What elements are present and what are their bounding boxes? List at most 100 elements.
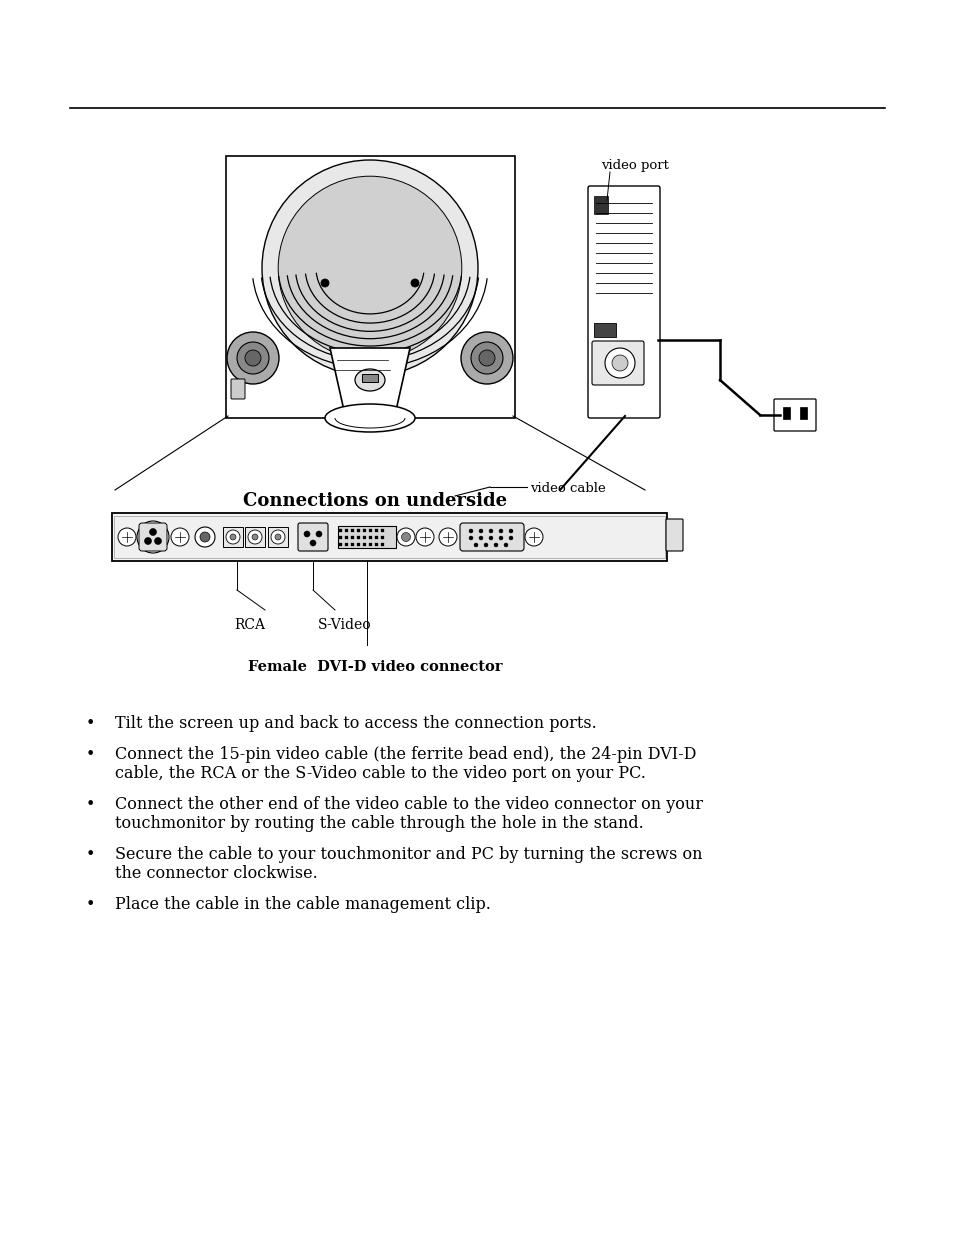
Bar <box>351 529 355 531</box>
FancyBboxPatch shape <box>223 527 243 547</box>
Circle shape <box>471 342 502 374</box>
Circle shape <box>262 161 477 375</box>
Circle shape <box>248 530 262 543</box>
Bar <box>345 529 348 531</box>
Bar <box>351 542 355 546</box>
Bar <box>363 542 366 546</box>
Circle shape <box>200 532 210 542</box>
Circle shape <box>503 543 507 547</box>
Circle shape <box>460 332 513 384</box>
Bar <box>357 529 360 531</box>
Text: Connect the other end of the video cable to the video connector on your: Connect the other end of the video cable… <box>115 797 702 813</box>
Ellipse shape <box>325 404 415 432</box>
Bar <box>339 536 342 538</box>
Circle shape <box>612 354 627 370</box>
Text: video cable: video cable <box>530 482 605 495</box>
Bar <box>345 536 348 538</box>
Circle shape <box>171 529 189 546</box>
Bar <box>363 529 366 531</box>
FancyBboxPatch shape <box>773 399 815 431</box>
FancyBboxPatch shape <box>139 522 167 551</box>
Circle shape <box>278 177 461 359</box>
Text: •: • <box>85 715 94 732</box>
Bar <box>782 408 789 419</box>
Text: Connect the 15-pin video cable (the ferrite bead end), the 24-pin DVI-D: Connect the 15-pin video cable (the ferr… <box>115 746 696 763</box>
Circle shape <box>315 531 322 537</box>
Circle shape <box>304 531 310 537</box>
Bar <box>381 542 384 546</box>
FancyBboxPatch shape <box>268 527 288 547</box>
Circle shape <box>320 279 329 287</box>
Circle shape <box>137 521 169 553</box>
Bar <box>800 408 806 419</box>
Circle shape <box>469 536 473 540</box>
Circle shape <box>411 279 418 287</box>
Bar <box>375 536 378 538</box>
Bar <box>351 536 355 538</box>
Bar <box>381 536 384 538</box>
Text: Connections on underside: Connections on underside <box>243 492 507 510</box>
Circle shape <box>271 530 285 543</box>
Circle shape <box>478 536 482 540</box>
FancyBboxPatch shape <box>113 516 664 558</box>
Circle shape <box>478 529 482 534</box>
Bar <box>594 196 607 214</box>
Text: S-Video: S-Video <box>318 618 372 632</box>
Text: touchmonitor by routing the cable through the hole in the stand.: touchmonitor by routing the cable throug… <box>115 815 643 832</box>
FancyBboxPatch shape <box>337 526 395 548</box>
FancyBboxPatch shape <box>665 519 682 551</box>
Bar <box>345 542 348 546</box>
Text: •: • <box>85 897 94 913</box>
Circle shape <box>401 532 410 541</box>
Bar <box>369 529 372 531</box>
Circle shape <box>236 342 269 374</box>
Bar <box>375 529 378 531</box>
Circle shape <box>226 530 240 543</box>
Text: •: • <box>85 846 94 863</box>
Circle shape <box>230 534 235 540</box>
Circle shape <box>604 348 635 378</box>
FancyBboxPatch shape <box>587 186 659 417</box>
Circle shape <box>489 529 493 534</box>
Bar <box>369 536 372 538</box>
FancyBboxPatch shape <box>112 513 666 561</box>
FancyBboxPatch shape <box>594 324 616 337</box>
Circle shape <box>396 529 415 546</box>
Bar <box>381 529 384 531</box>
Bar <box>357 542 360 546</box>
FancyBboxPatch shape <box>297 522 328 551</box>
Circle shape <box>118 529 136 546</box>
Bar <box>339 542 342 546</box>
Bar <box>375 542 378 546</box>
Circle shape <box>245 350 261 366</box>
Text: RCA: RCA <box>234 618 265 632</box>
Polygon shape <box>330 348 410 415</box>
Bar <box>339 529 342 531</box>
Circle shape <box>150 529 156 536</box>
Circle shape <box>489 536 493 540</box>
Circle shape <box>227 332 278 384</box>
Circle shape <box>498 536 502 540</box>
Circle shape <box>416 529 434 546</box>
Bar <box>369 542 372 546</box>
Text: video port: video port <box>600 159 668 172</box>
Text: the connector clockwise.: the connector clockwise. <box>115 864 317 882</box>
Circle shape <box>509 529 513 534</box>
Bar <box>361 374 377 382</box>
Text: •: • <box>85 746 94 763</box>
Circle shape <box>154 537 161 545</box>
Circle shape <box>144 537 152 545</box>
Circle shape <box>438 529 456 546</box>
Text: •: • <box>85 797 94 813</box>
Circle shape <box>469 529 473 534</box>
Text: cable, the RCA or the S-Video cable to the video port on your PC.: cable, the RCA or the S-Video cable to t… <box>115 764 645 782</box>
Bar <box>357 536 360 538</box>
Circle shape <box>252 534 257 540</box>
Text: Female  DVI-D video connector: Female DVI-D video connector <box>248 659 501 674</box>
Ellipse shape <box>355 369 385 391</box>
FancyBboxPatch shape <box>592 341 643 385</box>
Circle shape <box>194 527 214 547</box>
FancyBboxPatch shape <box>459 522 523 551</box>
Circle shape <box>274 534 281 540</box>
FancyBboxPatch shape <box>226 156 515 417</box>
